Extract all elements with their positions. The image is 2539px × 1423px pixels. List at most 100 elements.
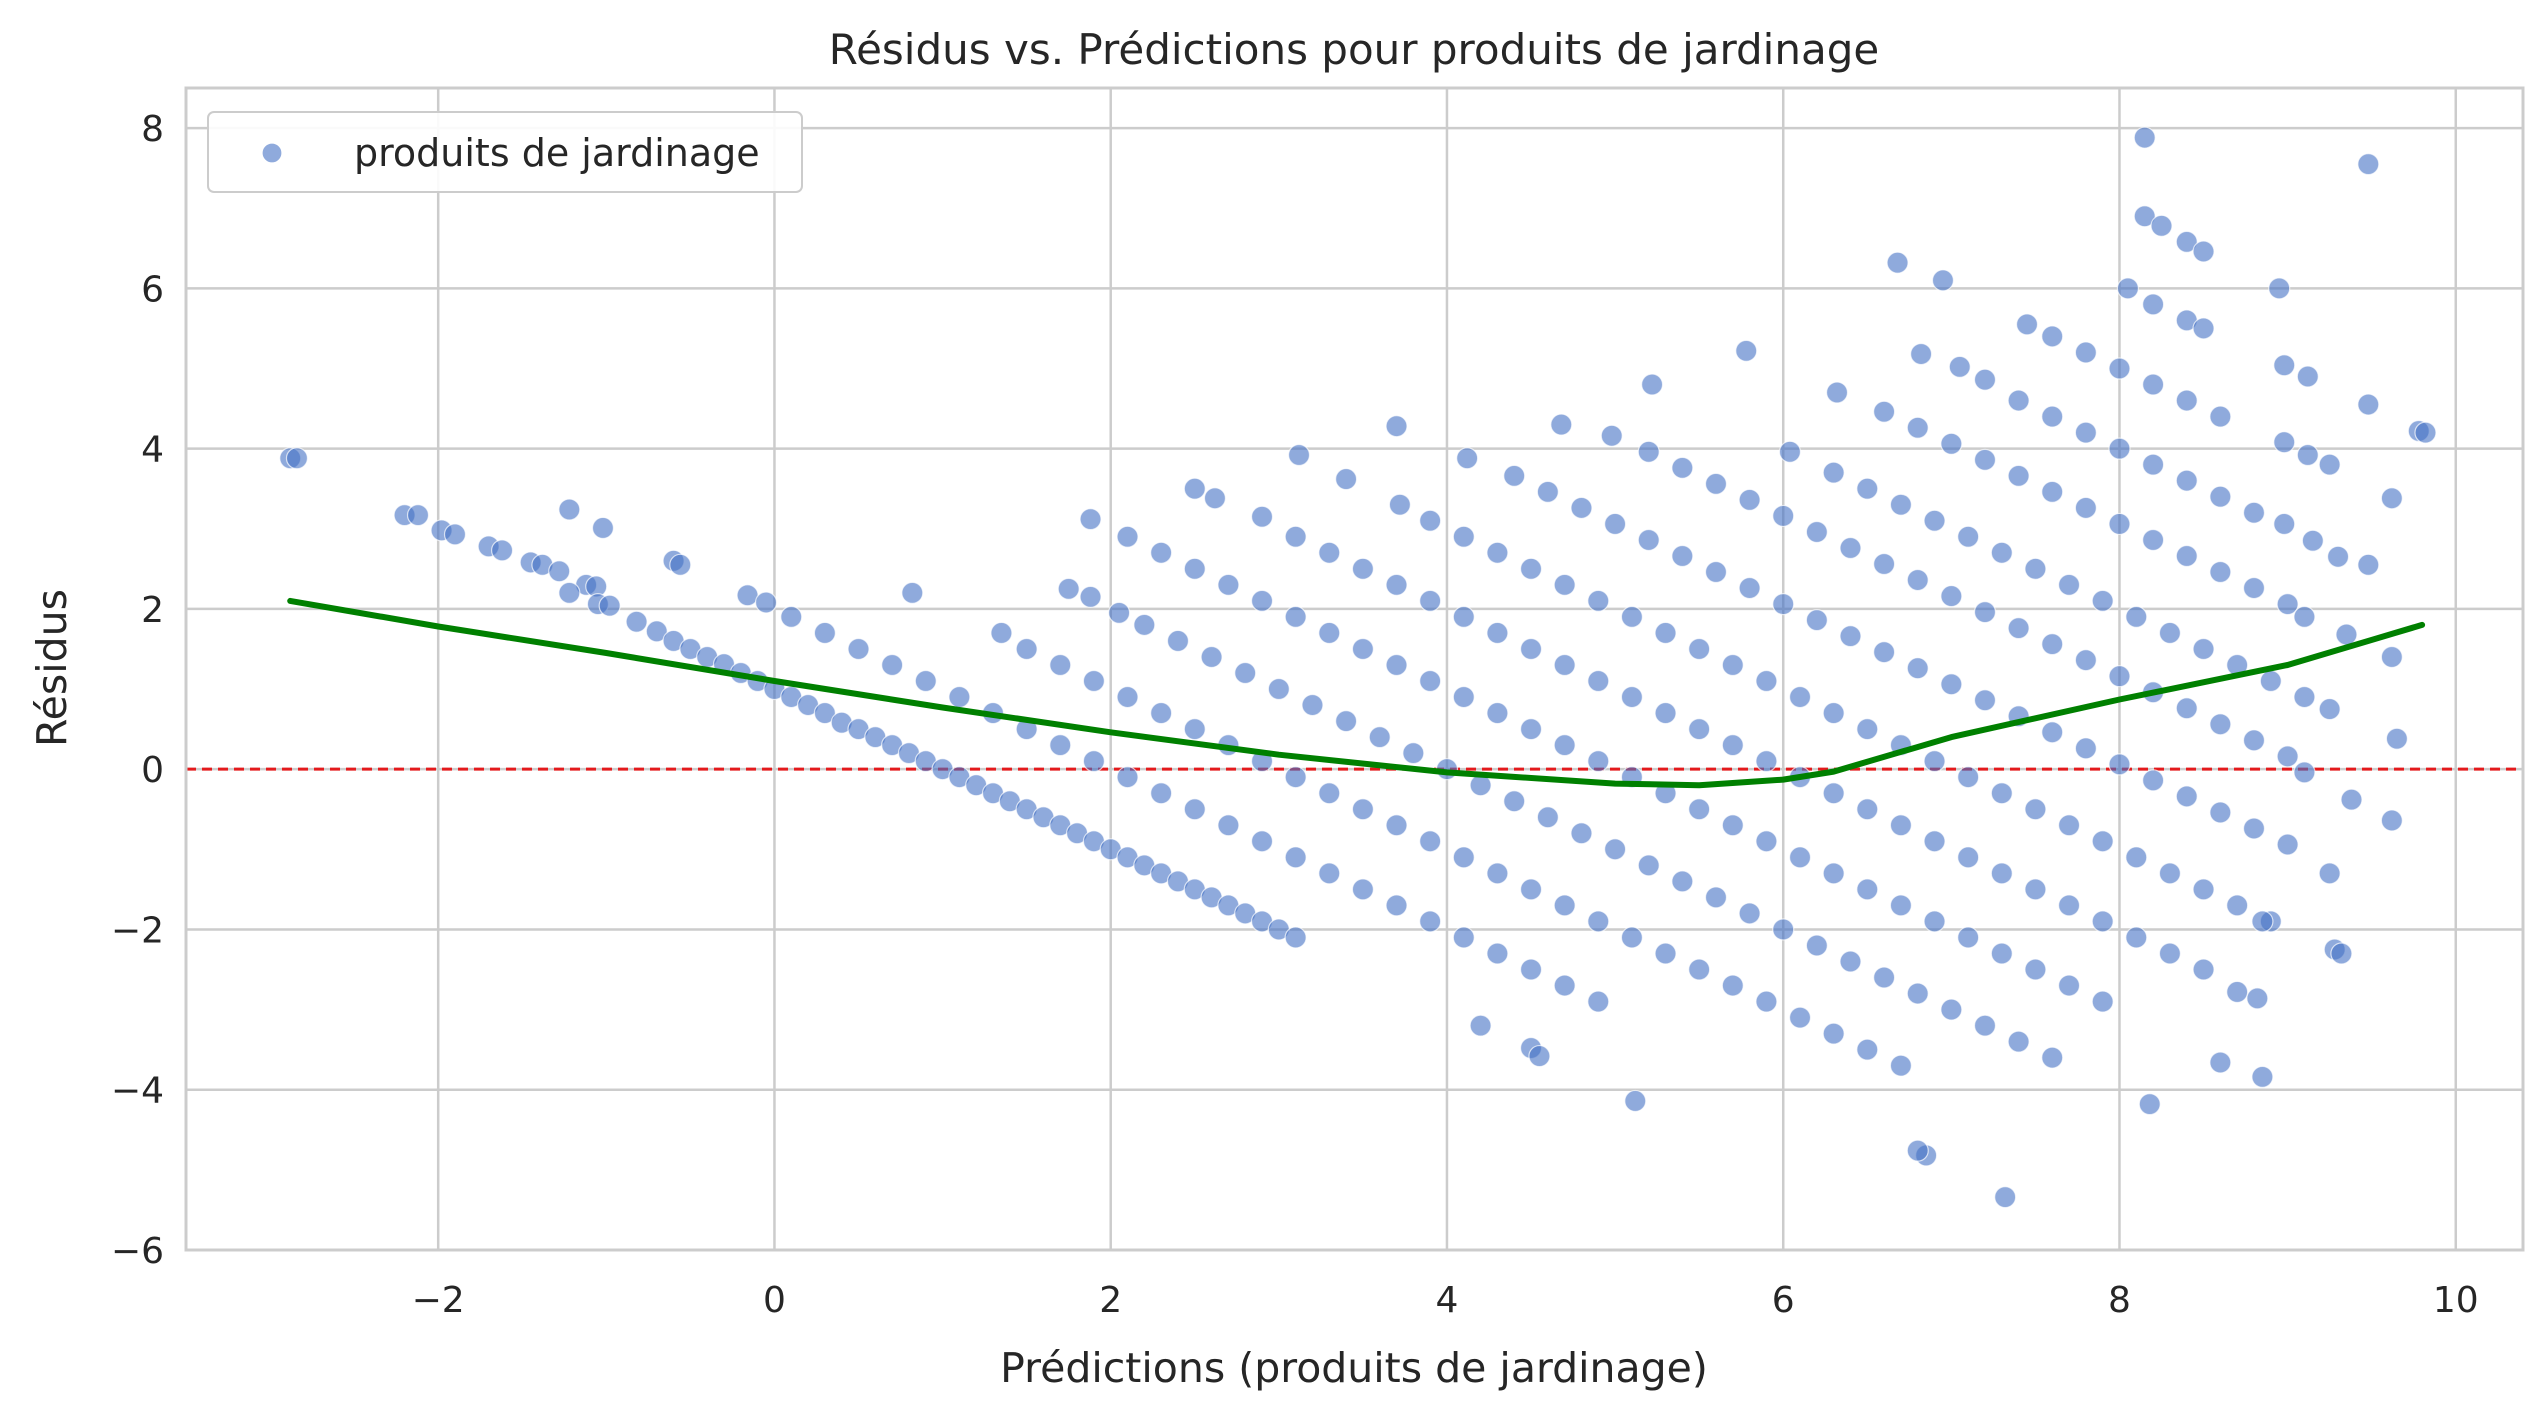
data-point bbox=[1284, 605, 1307, 629]
data-point bbox=[2024, 958, 2047, 981]
data-point bbox=[2024, 878, 2047, 901]
data-point bbox=[1351, 557, 1375, 580]
data-point bbox=[1889, 894, 1913, 917]
data-point bbox=[1334, 467, 1358, 491]
data-point bbox=[1755, 830, 1778, 853]
data-point bbox=[2125, 926, 2148, 949]
data-point bbox=[625, 610, 648, 633]
data-point bbox=[1822, 701, 1845, 725]
data-point bbox=[2192, 240, 2215, 263]
data-point bbox=[1600, 424, 1623, 447]
data-point bbox=[1873, 400, 1896, 423]
data-point bbox=[1385, 894, 1408, 917]
data-point bbox=[2041, 633, 2064, 656]
data-point bbox=[2242, 729, 2266, 752]
data-point bbox=[1923, 750, 1946, 773]
data-point bbox=[1587, 669, 1610, 693]
x-tick-label: 6 bbox=[1772, 1280, 1795, 1321]
data-point bbox=[669, 553, 692, 576]
data-point bbox=[1721, 653, 1744, 677]
data-point bbox=[2226, 980, 2249, 1004]
data-point bbox=[2251, 1065, 2274, 1089]
data-point bbox=[1049, 653, 1072, 677]
data-point bbox=[2175, 230, 2198, 253]
data-point bbox=[1948, 355, 1971, 378]
data-point bbox=[1166, 629, 1190, 653]
data-point bbox=[2133, 126, 2156, 149]
data-point bbox=[1351, 637, 1375, 661]
data-point bbox=[1351, 878, 1375, 901]
data-point bbox=[1183, 718, 1206, 741]
data-point bbox=[990, 621, 1013, 645]
data-point bbox=[1688, 718, 1711, 741]
smooth-trend-line bbox=[287, 597, 2426, 789]
data-point bbox=[2108, 753, 2131, 776]
data-point bbox=[558, 498, 581, 521]
y-tick-label: 2 bbox=[141, 590, 164, 631]
y-tick-label: −4 bbox=[111, 1071, 164, 1112]
data-point bbox=[1688, 798, 1711, 821]
data-point bbox=[1856, 477, 1879, 500]
data-point bbox=[1738, 576, 1761, 600]
data-point bbox=[1116, 766, 1139, 789]
y-tick-label: −6 bbox=[111, 1231, 164, 1272]
data-point bbox=[1637, 528, 1660, 552]
data-point bbox=[1772, 592, 1795, 616]
data-point bbox=[1250, 830, 1274, 853]
data-point bbox=[1688, 637, 1711, 661]
y-axis-title: Résidus bbox=[28, 589, 76, 747]
data-point bbox=[847, 637, 870, 661]
data-point bbox=[2007, 464, 2030, 487]
data-point bbox=[1519, 958, 1543, 981]
data-point bbox=[2041, 721, 2064, 744]
data-point bbox=[1419, 589, 1442, 612]
data-point bbox=[1654, 621, 1677, 645]
data-point bbox=[1318, 541, 1341, 564]
data-point bbox=[1990, 541, 2013, 564]
data-point bbox=[1772, 918, 1795, 941]
data-point bbox=[1553, 653, 1576, 677]
data-point bbox=[1856, 1038, 1879, 1061]
data-point bbox=[2074, 649, 2097, 672]
data-point bbox=[1217, 814, 1240, 837]
data-point bbox=[1704, 472, 1728, 495]
data-point bbox=[1637, 854, 1660, 877]
data-point bbox=[2057, 814, 2081, 837]
data-point bbox=[736, 584, 759, 607]
data-point bbox=[1620, 926, 1644, 949]
data-point bbox=[1973, 368, 1997, 391]
data-point bbox=[1183, 557, 1206, 580]
data-point bbox=[2142, 453, 2165, 476]
y-tick-label: 0 bbox=[141, 750, 164, 791]
data-point bbox=[2209, 801, 2232, 824]
data-point bbox=[1385, 415, 1408, 438]
data-point bbox=[2276, 745, 2299, 768]
data-point bbox=[2007, 1030, 2030, 1053]
data-point bbox=[1469, 1014, 1492, 1037]
data-point bbox=[1419, 669, 1442, 693]
data-point bbox=[1906, 568, 1929, 592]
chart-title: Résidus vs. Prédictions pour produits de… bbox=[829, 25, 1879, 74]
legend-label: produits de jardinage bbox=[354, 131, 760, 175]
data-point bbox=[1203, 487, 1227, 510]
data-point bbox=[1287, 443, 1311, 467]
data-point bbox=[2293, 685, 2316, 709]
data-point bbox=[1049, 734, 1072, 757]
data-point bbox=[2041, 480, 2064, 503]
data-point bbox=[2024, 798, 2047, 821]
data-point bbox=[1839, 950, 1862, 973]
data-point bbox=[1116, 685, 1139, 709]
data-point bbox=[2024, 557, 2047, 580]
data-point bbox=[1284, 766, 1307, 789]
data-point bbox=[1519, 557, 1543, 580]
data-point bbox=[2301, 529, 2324, 552]
x-tick-label: 0 bbox=[763, 1280, 786, 1321]
data-point bbox=[1183, 477, 1206, 500]
data-point bbox=[1721, 734, 1744, 757]
data-point bbox=[1267, 677, 1290, 701]
data-point bbox=[1994, 1186, 2017, 1209]
data-point bbox=[2385, 727, 2409, 750]
x-tick-label: 4 bbox=[1436, 1280, 1459, 1321]
data-point bbox=[2074, 496, 2097, 520]
data-point bbox=[2268, 277, 2291, 300]
